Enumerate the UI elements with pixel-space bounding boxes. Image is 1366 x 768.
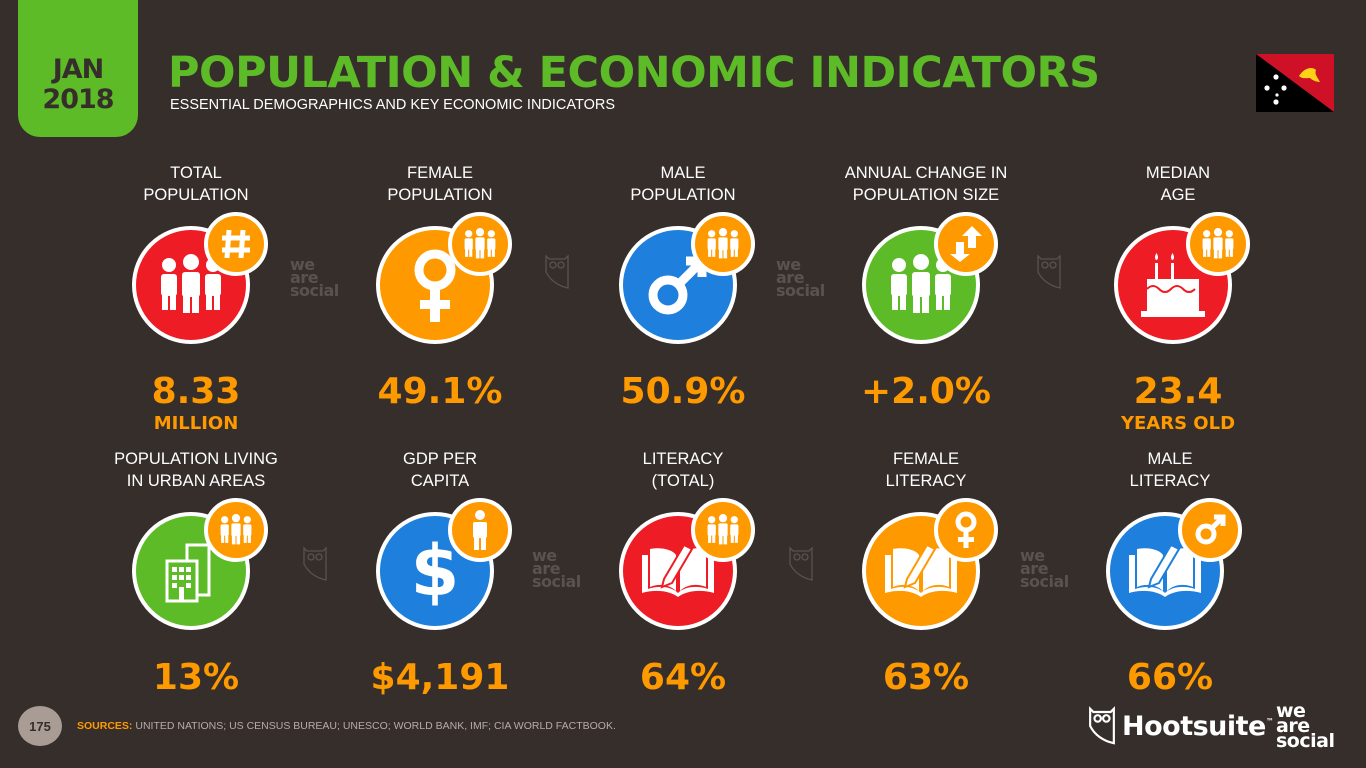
stat-unit: YEARS OLD	[1120, 413, 1236, 434]
papua-new-guinea-flag-icon	[1256, 54, 1334, 112]
stat-value: 64%	[639, 657, 727, 698]
stat-literacy-total: LITERACY (TOTAL) 64%	[563, 448, 803, 698]
hootsuite-owl-watermark-icon	[303, 546, 327, 581]
hootsuite-owl-icon	[1089, 706, 1115, 745]
stat-label: MEDIAN	[1145, 164, 1211, 182]
stat-value: 13%	[152, 657, 240, 698]
stat-value: $4,191	[370, 657, 510, 698]
male-symbol-icon	[1178, 498, 1242, 562]
stat-label: LITERACY	[885, 472, 967, 490]
stat-label: POPULATION LIVING	[114, 450, 278, 468]
female-symbol-icon	[934, 498, 998, 562]
stat-median-age: MEDIAN AGE 23.4 YEARS OLD	[1058, 162, 1298, 434]
sources-text: UNITED NATIONS; US CENSUS BUREAU; UNESCO…	[132, 720, 616, 732]
up-down-arrows-icon	[934, 212, 998, 276]
hash-icon	[204, 212, 268, 276]
stat-male-population: MALE POPULATION 50.9%	[563, 162, 803, 412]
we-are-social-watermark: we are social	[776, 255, 825, 300]
stat-value: 66%	[1126, 657, 1214, 698]
sources-label: SOURCES:	[77, 720, 133, 732]
stat-label: POPULATION	[387, 186, 493, 204]
stat-label: POPULATION	[143, 186, 249, 204]
stat-unit: MILLION	[153, 413, 239, 434]
date-month: JAN	[52, 54, 105, 85]
stat-gdp-per-capita: GDP PER CAPITA $ $4,191	[320, 448, 560, 698]
date-tab: JAN 2018	[18, 0, 138, 137]
person-icon	[448, 498, 512, 562]
stat-annual-change: ANNUAL CHANGE IN POPULATION SIZE +2.0%	[806, 162, 1046, 412]
page-title: POPULATION & ECONOMIC INDICATORS	[168, 48, 1100, 98]
page-subtitle: ESSENTIAL DEMOGRAPHICS AND KEY ECONOMIC …	[170, 97, 616, 113]
page-number: 175	[18, 706, 62, 746]
stat-label: IN URBAN AREAS	[126, 472, 266, 490]
stat-label: GDP PER	[403, 450, 477, 468]
book-pencil-icon	[1106, 512, 1224, 630]
sources-note: SOURCES: UNITED NATIONS; US CENSUS BUREA…	[77, 720, 616, 732]
stat-male-literacy: MALE LITERACY 66%	[1050, 448, 1290, 698]
trademark: ™	[1265, 716, 1274, 726]
stat-label: TOTAL	[170, 164, 222, 182]
stat-value: 8.33	[151, 371, 241, 412]
we-are-social-watermark: we are social	[290, 255, 339, 300]
hootsuite-owl-watermark-icon	[1037, 254, 1061, 289]
stat-value: 49.1%	[377, 371, 503, 412]
stat-label: FEMALE	[406, 164, 474, 182]
we-are-social-watermark: we are social	[532, 546, 581, 591]
people-icon	[691, 212, 755, 276]
stat-label: MALE	[660, 164, 706, 182]
hootsuite-owl-watermark-icon	[545, 254, 569, 289]
stat-value: +2.0%	[860, 371, 991, 412]
stat-urban-population: POPULATION LIVING IN URBAN AREAS 13%	[76, 448, 316, 698]
hootsuite-owl-watermark-icon	[789, 546, 813, 581]
stat-value: 23.4	[1133, 371, 1223, 412]
people-icon	[448, 212, 512, 276]
hootsuite-wordmark: Hootsuite	[1122, 710, 1266, 742]
stat-value: 50.9%	[620, 371, 746, 412]
stat-female-population: FEMALE POPULATION 49.1%	[320, 162, 560, 412]
stat-label: AGE	[1160, 186, 1196, 204]
stat-value: 63%	[882, 657, 970, 698]
we-are-social-logo: we are social	[1276, 700, 1335, 752]
stat-total-population: TOTAL POPULATION 8.33 MILLION	[76, 162, 316, 434]
people-icon	[204, 498, 268, 562]
stat-label: FEMALE	[892, 450, 960, 468]
we-are-social-watermark: we are social	[1020, 546, 1069, 591]
stat-label: POPULATION	[630, 186, 736, 204]
stat-label: LITERACY	[642, 450, 724, 468]
hootsuite-logo: Hootsuite™	[1088, 706, 1274, 746]
stat-female-literacy: FEMALE LITERACY 63%	[806, 448, 1046, 698]
stat-label: LITERACY	[1129, 472, 1211, 490]
stat-label: POPULATION SIZE	[852, 186, 1000, 204]
people-icon	[691, 498, 755, 562]
book-pencil-icon	[619, 512, 737, 630]
stat-label: (TOTAL)	[651, 472, 715, 490]
stat-label: ANNUAL CHANGE IN	[844, 164, 1008, 182]
stat-label: MALE	[1147, 450, 1193, 468]
people-icon	[1186, 212, 1250, 276]
date-year: 2018	[42, 84, 114, 115]
stat-label: CAPITA	[410, 472, 470, 490]
